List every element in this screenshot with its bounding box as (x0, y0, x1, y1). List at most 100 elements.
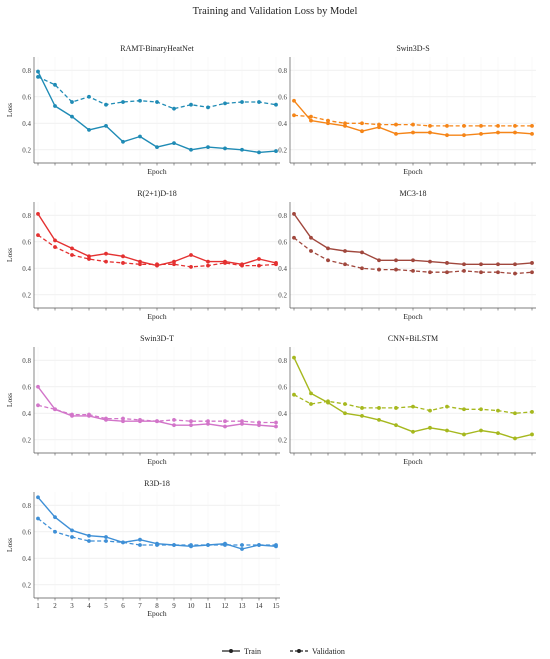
y-tick-label: 0.4 (22, 555, 31, 563)
x-tick-label: 1 (36, 602, 40, 610)
y-tick-label: 0.2 (22, 291, 31, 299)
data-point-train (121, 419, 125, 424)
data-point-validation (309, 402, 313, 406)
panel-4: MC3-18 0.2 0.4 0.6 0.8 Epoch (278, 189, 536, 321)
y-tick-label: 0.8 (22, 357, 31, 365)
data-point-train (121, 139, 125, 144)
series-line-validation (293, 394, 533, 414)
y-tick-label: 0.8 (22, 502, 31, 510)
data-point-train (309, 118, 313, 123)
x-axis-label: Epoch (147, 167, 166, 176)
y-tick-label: 0.8 (278, 212, 287, 220)
data-point-train (206, 259, 210, 264)
data-point-validation (462, 407, 466, 412)
data-point-validation (530, 124, 534, 128)
data-point-validation (326, 258, 330, 263)
data-point-train (326, 121, 330, 126)
data-point-validation (138, 98, 142, 103)
panel-title: R3D-18 (144, 479, 170, 488)
y-tick-label: 0.4 (278, 120, 287, 128)
data-point-validation (206, 543, 210, 547)
y-tick-label: 0.2 (278, 146, 287, 154)
data-point-validation (189, 265, 193, 269)
data-point-train (496, 262, 500, 267)
x-tick-label: 12 (222, 602, 230, 610)
legend-marker-swatch (229, 649, 233, 653)
data-point-validation (172, 417, 176, 422)
data-point-validation (53, 82, 57, 87)
data-point-train (479, 262, 483, 267)
data-point-train (479, 131, 483, 136)
data-point-train (36, 212, 40, 216)
data-point-train (121, 254, 125, 259)
x-axis-label: Epoch (147, 312, 166, 321)
data-point-train (513, 130, 517, 135)
data-point-validation (206, 105, 210, 110)
data-point-validation (411, 122, 415, 127)
panel-5: Swin3D-T 0.2 0.4 0.6 0.8 Epoch Loss (5, 334, 280, 466)
data-point-validation (257, 543, 261, 547)
data-point-validation (36, 233, 40, 238)
data-point-train (36, 495, 40, 500)
data-point-train (462, 262, 466, 267)
legend: Train Validation (222, 647, 345, 656)
data-point-validation (87, 257, 91, 261)
data-point-validation (70, 412, 74, 417)
data-point-train (292, 355, 296, 360)
data-point-train (240, 421, 244, 426)
data-point-train (172, 141, 176, 146)
data-point-train (428, 425, 432, 430)
data-point-validation (394, 406, 398, 410)
data-point-train (530, 432, 534, 437)
x-tick-label: 3 (70, 602, 74, 610)
data-point-validation (274, 543, 278, 547)
y-tick-label: 0.6 (22, 528, 31, 536)
legend-label: Train (244, 647, 261, 656)
data-point-validation (155, 419, 159, 424)
data-point-validation (240, 419, 244, 424)
data-point-validation (326, 399, 330, 404)
data-point-validation (257, 420, 261, 425)
data-point-train (257, 150, 261, 155)
data-point-train (428, 259, 432, 264)
data-point-train (360, 129, 364, 134)
legend-item-validation: Validation (290, 647, 345, 656)
data-point-validation (138, 417, 142, 422)
data-point-train (172, 423, 176, 428)
data-point-validation (479, 270, 483, 275)
y-axis-label: Loss (5, 248, 14, 262)
data-point-train (70, 528, 74, 533)
data-point-validation (479, 124, 483, 128)
data-point-train (70, 246, 74, 251)
data-point-train (377, 417, 381, 422)
data-point-train (36, 69, 40, 74)
data-point-validation (274, 102, 278, 107)
data-point-validation (155, 100, 159, 104)
data-point-train (428, 130, 432, 135)
data-point-train (462, 432, 466, 437)
data-point-validation (189, 419, 193, 424)
data-point-validation (274, 420, 278, 425)
data-point-validation (411, 269, 415, 273)
panel-title: MC3-18 (399, 189, 426, 198)
data-point-train (138, 134, 142, 139)
panel-title: Swin3D-T (140, 334, 174, 343)
y-tick-label: 0.2 (22, 436, 31, 444)
data-point-train (36, 384, 40, 389)
y-tick-label: 0.2 (278, 291, 287, 299)
data-point-train (155, 145, 159, 150)
data-point-validation (343, 262, 347, 267)
data-point-validation (70, 100, 74, 104)
data-point-validation (360, 266, 364, 271)
x-axis-label: Epoch (403, 167, 422, 176)
x-tick-label: 14 (256, 602, 264, 610)
data-point-validation (121, 100, 125, 104)
data-point-train (326, 246, 330, 251)
data-point-train (223, 424, 227, 429)
data-point-validation (530, 410, 534, 414)
data-point-train (462, 133, 466, 138)
data-point-train (411, 130, 415, 135)
data-point-train (513, 262, 517, 267)
data-point-train (292, 98, 296, 103)
data-point-validation (189, 102, 193, 107)
